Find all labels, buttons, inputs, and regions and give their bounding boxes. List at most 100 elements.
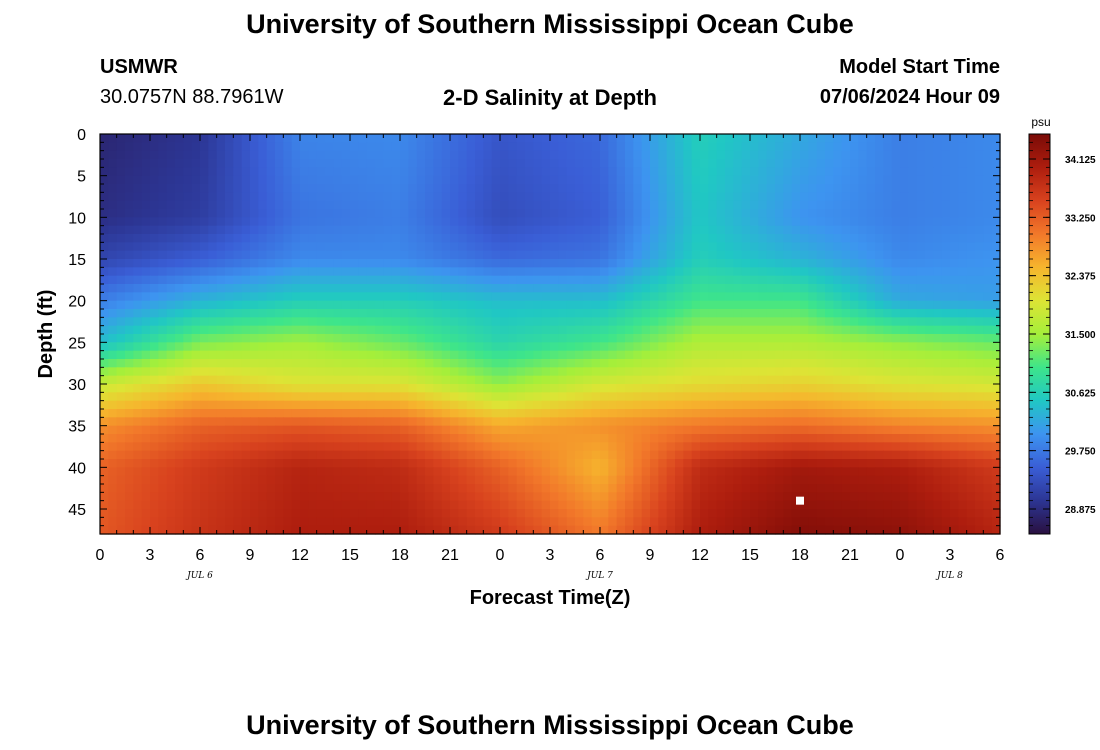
heatmap-cell bbox=[150, 342, 159, 352]
heatmap-cell bbox=[391, 192, 401, 202]
heatmap-cell bbox=[358, 192, 368, 202]
heatmap-cell bbox=[833, 209, 843, 218]
heatmap-cell bbox=[416, 192, 426, 202]
heatmap-cell bbox=[875, 209, 884, 218]
heatmap-cell bbox=[450, 384, 459, 393]
heatmap-cell bbox=[450, 200, 459, 210]
heatmap-cell bbox=[341, 459, 351, 468]
heatmap-cell bbox=[950, 350, 959, 360]
heatmap-cell bbox=[141, 492, 151, 502]
heatmap-cell bbox=[941, 234, 951, 243]
heatmap-cell bbox=[925, 409, 934, 418]
heatmap-cell bbox=[525, 184, 534, 193]
heatmap-cell bbox=[858, 409, 868, 418]
heatmap-cell bbox=[266, 342, 276, 352]
heatmap-cell bbox=[208, 167, 218, 177]
heatmap-cell bbox=[141, 200, 151, 210]
heatmap-cell bbox=[658, 300, 668, 310]
heatmap-cell bbox=[175, 192, 184, 202]
heatmap-cell bbox=[116, 209, 126, 218]
heatmap-cell bbox=[350, 292, 359, 302]
heatmap-cell bbox=[416, 225, 426, 235]
heatmap-cell bbox=[725, 184, 734, 193]
heatmap-cell bbox=[316, 459, 326, 468]
heatmap-cell bbox=[541, 250, 551, 260]
heatmap-cell bbox=[275, 484, 284, 493]
heatmap-cell bbox=[308, 142, 318, 152]
heatmap-cell bbox=[958, 292, 968, 302]
heatmap-cell bbox=[975, 217, 984, 227]
heatmap-cell bbox=[133, 159, 143, 168]
heatmap-cell bbox=[850, 484, 859, 493]
heatmap-cell bbox=[508, 384, 518, 393]
heatmap-cell bbox=[300, 409, 309, 418]
heatmap-cell bbox=[250, 217, 259, 227]
heatmap-cell bbox=[533, 284, 543, 293]
heatmap-cell bbox=[450, 417, 459, 427]
heatmap-cell bbox=[875, 142, 884, 152]
heatmap-cell bbox=[525, 342, 534, 352]
heatmap-cell bbox=[750, 175, 759, 185]
heatmap-cell bbox=[741, 467, 751, 477]
heatmap-cell bbox=[675, 292, 684, 302]
heatmap-cell bbox=[400, 434, 409, 443]
heatmap-cell bbox=[350, 134, 359, 143]
heatmap-cell bbox=[441, 400, 451, 410]
heatmap-cell bbox=[333, 192, 343, 202]
heatmap-cell bbox=[233, 325, 243, 335]
heatmap-cell bbox=[850, 459, 859, 468]
heatmap-cell bbox=[241, 492, 251, 502]
heatmap-cell bbox=[416, 384, 426, 393]
heatmap-cell bbox=[258, 167, 268, 177]
heatmap-cell bbox=[841, 400, 851, 410]
heatmap-cell bbox=[541, 167, 551, 177]
heatmap-cell bbox=[741, 309, 751, 318]
heatmap-cell bbox=[416, 467, 426, 477]
heatmap-cell bbox=[183, 192, 193, 202]
heatmap-cell bbox=[383, 417, 393, 427]
heatmap-cell bbox=[116, 409, 126, 418]
heatmap-cell bbox=[841, 450, 851, 460]
heatmap-cell bbox=[350, 492, 359, 502]
heatmap-cell bbox=[241, 192, 251, 202]
heatmap-cell bbox=[300, 184, 309, 193]
heatmap-cell bbox=[958, 475, 968, 485]
heatmap-cell bbox=[158, 209, 168, 218]
heatmap-cell bbox=[191, 392, 201, 402]
heatmap-cell bbox=[983, 275, 993, 285]
heatmap-cell bbox=[183, 175, 193, 185]
heatmap-cell bbox=[541, 284, 551, 293]
heatmap-cell bbox=[525, 317, 534, 327]
heatmap-cell bbox=[716, 259, 726, 268]
heatmap-cell bbox=[683, 242, 693, 252]
heatmap-cell bbox=[233, 225, 243, 235]
heatmap-cell bbox=[800, 409, 809, 418]
heatmap-cell bbox=[683, 484, 693, 493]
heatmap-cell bbox=[391, 467, 401, 477]
heatmap-cell bbox=[525, 134, 534, 143]
heatmap-cell bbox=[566, 509, 576, 518]
heatmap-cell bbox=[875, 400, 884, 410]
heatmap-cell bbox=[700, 350, 709, 360]
heatmap-cell bbox=[975, 259, 984, 268]
heatmap-cell bbox=[275, 275, 284, 285]
heatmap-cell bbox=[475, 400, 484, 410]
heatmap-cell bbox=[558, 384, 568, 393]
heatmap-cell bbox=[833, 467, 843, 477]
heatmap-cell bbox=[708, 467, 718, 477]
heatmap-cell bbox=[733, 467, 743, 477]
heatmap-cell bbox=[133, 184, 143, 193]
heatmap-cell bbox=[250, 509, 259, 518]
heatmap-cell bbox=[350, 309, 359, 318]
heatmap-cell bbox=[341, 184, 351, 193]
heatmap-cell bbox=[283, 450, 293, 460]
heatmap-cell bbox=[116, 250, 126, 260]
heatmap-cell bbox=[808, 184, 818, 193]
heatmap-cell bbox=[391, 275, 401, 285]
heatmap-cell bbox=[208, 517, 218, 527]
heatmap-cell bbox=[100, 167, 109, 177]
heatmap-cell bbox=[841, 375, 851, 385]
heatmap-cell bbox=[375, 417, 384, 427]
heatmap-cell bbox=[950, 250, 959, 260]
heatmap-cell bbox=[641, 459, 651, 468]
